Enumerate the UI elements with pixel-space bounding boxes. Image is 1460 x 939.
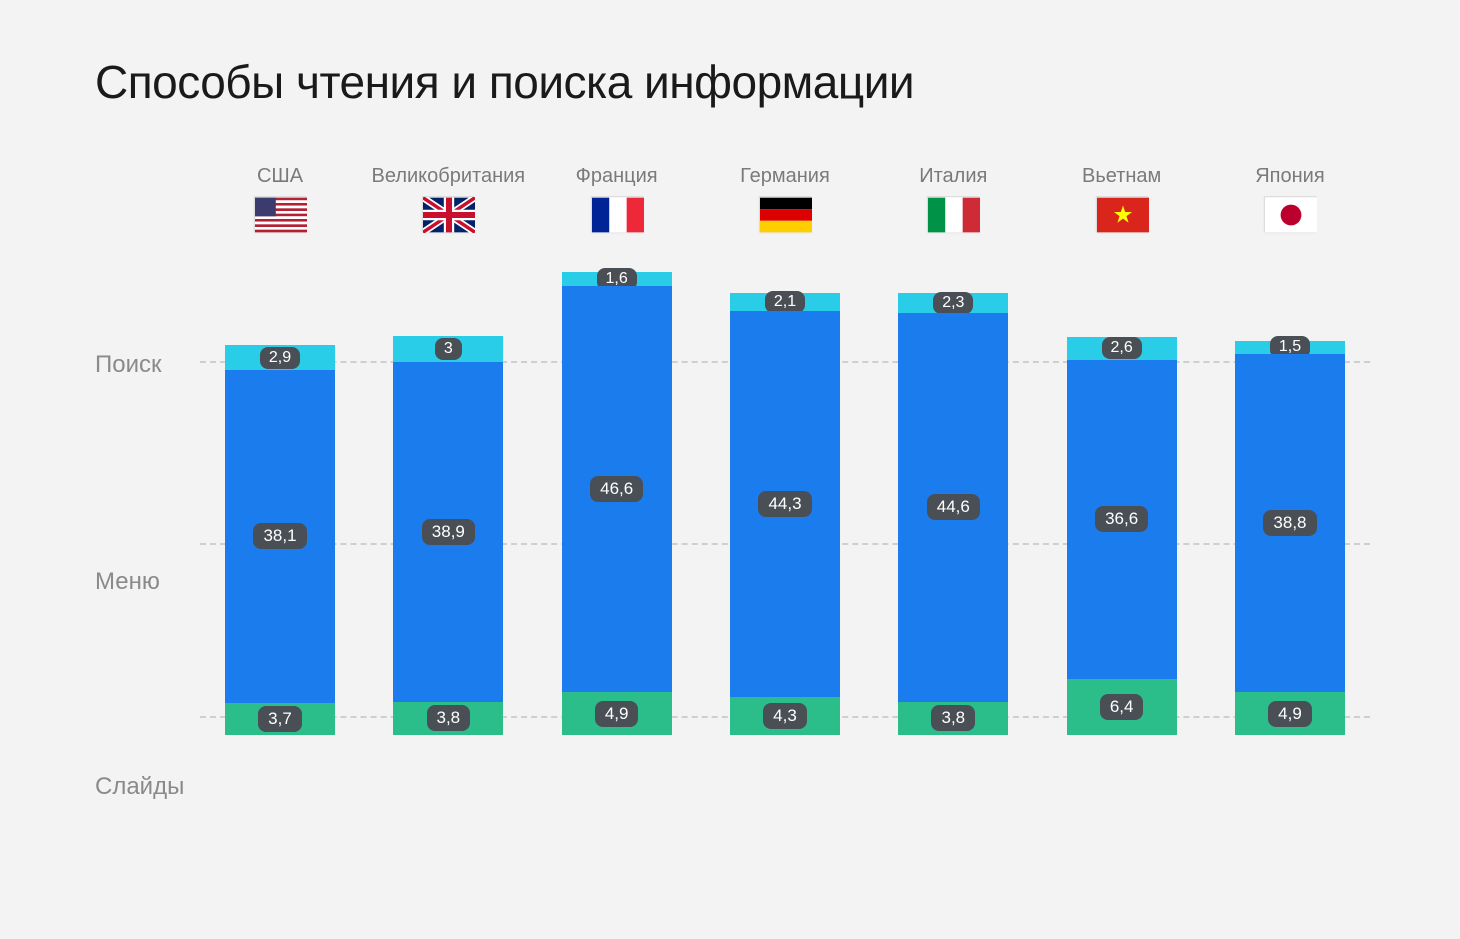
- value-pill: 2,6: [1102, 337, 1142, 359]
- bar-column: 1,5 38,8 4,9: [1215, 255, 1365, 735]
- flag-icon: [759, 196, 811, 232]
- country-name: Италия: [919, 165, 987, 188]
- bar-segment-menu: 38,1: [225, 370, 335, 703]
- bar-segment-search: 2,6: [1067, 337, 1177, 360]
- bar-segment-slides: 6,4: [1067, 679, 1177, 735]
- value-pill: 38,9: [422, 519, 475, 545]
- bar-segment-slides: 3,7: [225, 703, 335, 735]
- chart-title: Способы чтения и поиска информации: [95, 55, 914, 109]
- country-name: Германия: [740, 165, 830, 188]
- bar-segment-slides: 4,9: [562, 692, 672, 735]
- bar-column: 3 38,9 3,8: [373, 255, 523, 735]
- flag-icon: [927, 196, 979, 232]
- bar-segment-slides: 3,8: [898, 702, 1008, 735]
- bar-segment-search: 2,9: [225, 345, 335, 370]
- country-name: США: [257, 165, 303, 188]
- value-pill: 44,3: [758, 491, 811, 517]
- chart-area: ПоискМенюСлайды США Великобритания Франц…: [95, 165, 1365, 735]
- country-header: Франция: [542, 165, 692, 240]
- bar-segment-menu: 38,9: [393, 362, 503, 701]
- country-headers: США Великобритания Франция Германия Итал…: [205, 165, 1365, 240]
- bar-column: 2,3 44,6 3,8: [878, 255, 1028, 735]
- flag-icon: [591, 196, 643, 232]
- value-pill: 6,4: [1100, 694, 1144, 720]
- y-axis-label: Поиск: [95, 351, 162, 379]
- bar-segment-menu: 46,6: [562, 286, 672, 693]
- stacked-bar: 2,6 36,6 6,4: [1067, 337, 1177, 735]
- value-pill: 36,6: [1095, 506, 1148, 532]
- bar-segment-menu: 44,6: [898, 313, 1008, 702]
- bar-segment-menu: 36,6: [1067, 360, 1177, 679]
- value-pill: 3: [435, 338, 462, 360]
- stacked-bar: 1,5 38,8 4,9: [1235, 341, 1345, 735]
- value-pill: 3,8: [427, 705, 471, 731]
- value-pill: 38,8: [1263, 510, 1316, 536]
- bar-segment-slides: 4,9: [1235, 692, 1345, 735]
- country-header: Германия: [710, 165, 860, 240]
- flag-icon: [422, 196, 474, 232]
- country-header: Япония: [1215, 165, 1365, 240]
- y-axis-labels: ПоискМенюСлайды: [95, 165, 195, 735]
- stacked-bar: 2,9 38,1 3,7: [225, 345, 335, 735]
- value-pill: 38,1: [253, 523, 306, 549]
- bar-column: 2,6 36,6 6,4: [1047, 255, 1197, 735]
- value-pill: 2,9: [260, 347, 300, 369]
- country-name: Япония: [1255, 165, 1324, 188]
- y-axis-label: Слайды: [95, 773, 184, 801]
- bar-segment-search: 1,5: [1235, 341, 1345, 354]
- bar-segment-search: 1,6: [562, 272, 672, 286]
- flag-icon: [1096, 196, 1148, 232]
- bar-segment-menu: 38,8: [1235, 354, 1345, 693]
- bars-area: 2,938,13,7338,93,81,646,64,92,144,34,32,…: [205, 255, 1365, 735]
- bar-column: 1,6 46,6 4,9: [542, 255, 692, 735]
- stacked-bar: 1,6 46,6 4,9: [562, 272, 672, 735]
- value-pill: 2,3: [933, 292, 973, 314]
- country-header: Великобритания: [373, 165, 523, 240]
- country-header: Италия: [878, 165, 1028, 240]
- value-pill: 3,7: [258, 706, 302, 732]
- bar-segment-search: 2,3: [898, 293, 1008, 313]
- country-header: США: [205, 165, 355, 240]
- value-pill: 4,3: [763, 703, 807, 729]
- flag-icon: [254, 196, 306, 232]
- bar-segment-slides: 4,3: [730, 697, 840, 735]
- country-name: Великобритания: [372, 165, 526, 188]
- y-axis-label: Меню: [95, 568, 160, 596]
- value-pill: 4,9: [1268, 701, 1312, 727]
- country-name: Франция: [576, 165, 658, 188]
- value-pill: 3,8: [931, 705, 975, 731]
- stacked-bar: 2,1 44,3 4,3: [730, 293, 840, 735]
- bar-column: 2,1 44,3 4,3: [710, 255, 860, 735]
- bar-segment-search: 3: [393, 336, 503, 362]
- stacked-bar: 2,3 44,6 3,8: [898, 293, 1008, 735]
- flag-icon: [1264, 196, 1316, 232]
- value-pill: 4,9: [595, 701, 639, 727]
- value-pill: 46,6: [590, 476, 643, 502]
- value-pill: 44,6: [927, 494, 980, 520]
- country-name: Вьетнам: [1082, 165, 1161, 188]
- value-pill: 2,1: [765, 291, 805, 313]
- bar-segment-search: 2,1: [730, 293, 840, 311]
- bar-segment-slides: 3,8: [393, 702, 503, 735]
- bar-column: 2,9 38,1 3,7: [205, 255, 355, 735]
- country-header: Вьетнам: [1047, 165, 1197, 240]
- stacked-bar: 3 38,9 3,8: [393, 336, 503, 735]
- bar-segment-menu: 44,3: [730, 311, 840, 698]
